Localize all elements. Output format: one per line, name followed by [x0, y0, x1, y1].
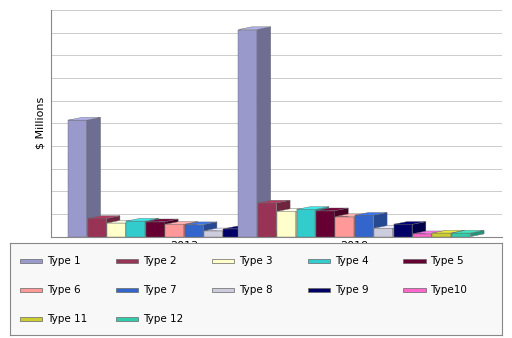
Bar: [355, 215, 373, 237]
Bar: [107, 223, 126, 237]
Bar: [116, 317, 138, 321]
Polygon shape: [315, 207, 329, 237]
Polygon shape: [185, 222, 217, 225]
Polygon shape: [282, 232, 314, 234]
Polygon shape: [223, 228, 237, 237]
Bar: [165, 224, 184, 237]
Text: Type 4: Type 4: [335, 256, 368, 266]
Text: Type 11: Type 11: [47, 314, 88, 324]
Bar: [403, 288, 425, 292]
Bar: [223, 229, 242, 237]
Polygon shape: [223, 226, 255, 229]
Polygon shape: [243, 232, 275, 235]
Text: Type 7: Type 7: [143, 285, 177, 295]
Bar: [239, 29, 257, 237]
Polygon shape: [452, 230, 484, 233]
Polygon shape: [242, 226, 255, 237]
Polygon shape: [277, 209, 309, 211]
Bar: [413, 234, 432, 237]
Polygon shape: [471, 230, 484, 237]
Polygon shape: [106, 216, 120, 237]
Bar: [20, 317, 42, 321]
Text: Type 5: Type 5: [431, 256, 464, 266]
Text: Type 8: Type 8: [239, 285, 272, 295]
Polygon shape: [88, 216, 120, 218]
Bar: [212, 288, 234, 292]
Bar: [296, 210, 315, 237]
Bar: [88, 218, 106, 237]
Polygon shape: [281, 231, 294, 237]
Bar: [452, 233, 471, 237]
Bar: [308, 288, 330, 292]
Text: Type10: Type10: [431, 285, 467, 295]
Bar: [432, 233, 451, 237]
Polygon shape: [394, 222, 426, 224]
Polygon shape: [146, 219, 178, 222]
Polygon shape: [432, 231, 445, 237]
Polygon shape: [335, 214, 368, 217]
Polygon shape: [374, 225, 407, 228]
Polygon shape: [276, 200, 290, 237]
Y-axis label: $ Millions: $ Millions: [36, 97, 46, 149]
Bar: [374, 228, 393, 237]
Bar: [258, 203, 276, 237]
Polygon shape: [451, 230, 465, 237]
Polygon shape: [145, 218, 159, 237]
Polygon shape: [257, 27, 271, 237]
Polygon shape: [355, 213, 387, 215]
Bar: [403, 259, 425, 263]
Polygon shape: [412, 222, 426, 237]
Polygon shape: [262, 232, 275, 237]
Polygon shape: [316, 208, 348, 211]
Text: Type 12: Type 12: [143, 314, 183, 324]
Bar: [243, 235, 262, 237]
Polygon shape: [262, 231, 294, 234]
Text: Type 6: Type 6: [47, 285, 81, 295]
Polygon shape: [203, 222, 217, 237]
Bar: [316, 211, 335, 237]
Polygon shape: [258, 200, 290, 203]
Bar: [308, 259, 330, 263]
Bar: [146, 222, 164, 237]
Text: Type 2: Type 2: [143, 256, 177, 266]
X-axis label: Years: Years: [262, 257, 291, 267]
Text: Type 1: Type 1: [47, 256, 81, 266]
Bar: [277, 211, 296, 237]
Bar: [282, 234, 301, 237]
Polygon shape: [204, 228, 237, 231]
Text: Type 9: Type 9: [335, 285, 368, 295]
Bar: [335, 217, 354, 237]
Polygon shape: [165, 222, 198, 224]
Polygon shape: [126, 218, 159, 221]
Bar: [212, 259, 234, 263]
Bar: [394, 224, 412, 237]
Bar: [116, 259, 138, 263]
Polygon shape: [296, 207, 329, 210]
Polygon shape: [354, 214, 368, 237]
Polygon shape: [413, 231, 445, 234]
Bar: [262, 234, 281, 237]
Polygon shape: [239, 27, 271, 29]
Bar: [20, 288, 42, 292]
Bar: [116, 288, 138, 292]
Bar: [126, 221, 145, 237]
Bar: [204, 231, 223, 237]
Polygon shape: [373, 213, 387, 237]
Polygon shape: [296, 209, 309, 237]
Polygon shape: [107, 220, 139, 223]
Polygon shape: [68, 117, 100, 120]
Polygon shape: [432, 230, 465, 233]
Polygon shape: [393, 225, 407, 237]
Bar: [20, 259, 42, 263]
Text: Type 3: Type 3: [239, 256, 272, 266]
Polygon shape: [301, 232, 314, 237]
Polygon shape: [164, 219, 178, 237]
Polygon shape: [126, 220, 139, 237]
Bar: [185, 225, 203, 237]
Polygon shape: [335, 208, 348, 237]
Polygon shape: [87, 117, 100, 237]
Bar: [68, 120, 87, 237]
Polygon shape: [184, 222, 198, 237]
